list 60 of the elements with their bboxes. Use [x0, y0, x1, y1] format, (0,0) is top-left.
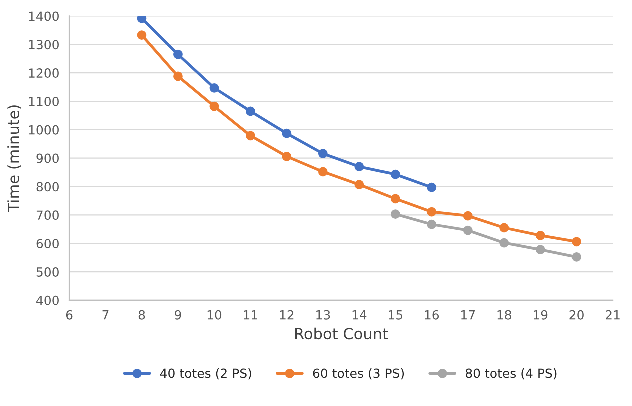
y-tick-label: 500	[36, 267, 59, 277]
point	[427, 220, 437, 230]
legend-label: 60 totes (3 PS)	[313, 368, 404, 380]
point	[354, 180, 364, 190]
x-tick-label: 10	[208, 310, 222, 320]
x-tick-label: 14	[352, 310, 367, 320]
point	[390, 170, 400, 180]
point	[536, 245, 546, 255]
point	[463, 211, 473, 221]
x-tick-label: 21	[606, 310, 620, 320]
point	[572, 252, 582, 262]
y-tick-label: 1000	[29, 125, 59, 135]
y-tick-label: 1100	[29, 96, 59, 106]
legend-label: 40 totes (2 PS)	[160, 368, 252, 380]
point	[318, 167, 328, 177]
y-tick-label: 1300	[29, 40, 59, 50]
x-tick-label: 11	[244, 310, 258, 320]
x-tick-label: 19	[534, 310, 548, 320]
y-tick-label: 400	[36, 296, 59, 306]
y-tick-label: 600	[36, 239, 59, 249]
point	[427, 182, 437, 192]
x-tick-label: 15	[389, 310, 402, 320]
point	[137, 16, 147, 24]
x-tick-label: 12	[280, 310, 294, 320]
point	[500, 223, 510, 233]
point	[354, 162, 364, 172]
x-tick-label: 20	[570, 310, 584, 320]
x-tick-label: 13	[316, 310, 330, 320]
point	[318, 149, 328, 158]
point	[500, 238, 510, 248]
point	[137, 30, 147, 40]
y-tick-label: 1200	[29, 68, 59, 78]
y-tick-label: 1400	[29, 12, 59, 22]
point	[210, 83, 220, 93]
point	[282, 128, 292, 138]
x-tick-label: 16	[425, 310, 440, 320]
x-tick-label: 17	[462, 310, 475, 320]
y-axis-title: Time (minute)	[8, 106, 22, 212]
point	[282, 152, 292, 162]
y-tick-label: 800	[36, 182, 59, 192]
point	[427, 207, 437, 217]
point	[390, 194, 400, 204]
point	[463, 226, 473, 236]
point	[572, 237, 582, 247]
x-tick-label: 6	[66, 310, 73, 320]
x-tick-label: 8	[138, 310, 146, 320]
x-tick-label: 9	[175, 310, 182, 320]
point	[174, 72, 183, 82]
point	[536, 230, 546, 240]
point	[174, 50, 183, 60]
point	[246, 106, 256, 116]
x-axis-title: Robot Count	[296, 328, 388, 340]
y-tick-label: 700	[36, 210, 59, 220]
point	[210, 102, 220, 112]
legend-label: 80 totes (4 PS)	[466, 368, 557, 380]
y-tick-label: 900	[36, 154, 59, 164]
point	[246, 131, 256, 141]
x-tick-label: 7	[102, 310, 109, 320]
point	[390, 210, 400, 220]
x-tick-label: 18	[498, 310, 512, 320]
